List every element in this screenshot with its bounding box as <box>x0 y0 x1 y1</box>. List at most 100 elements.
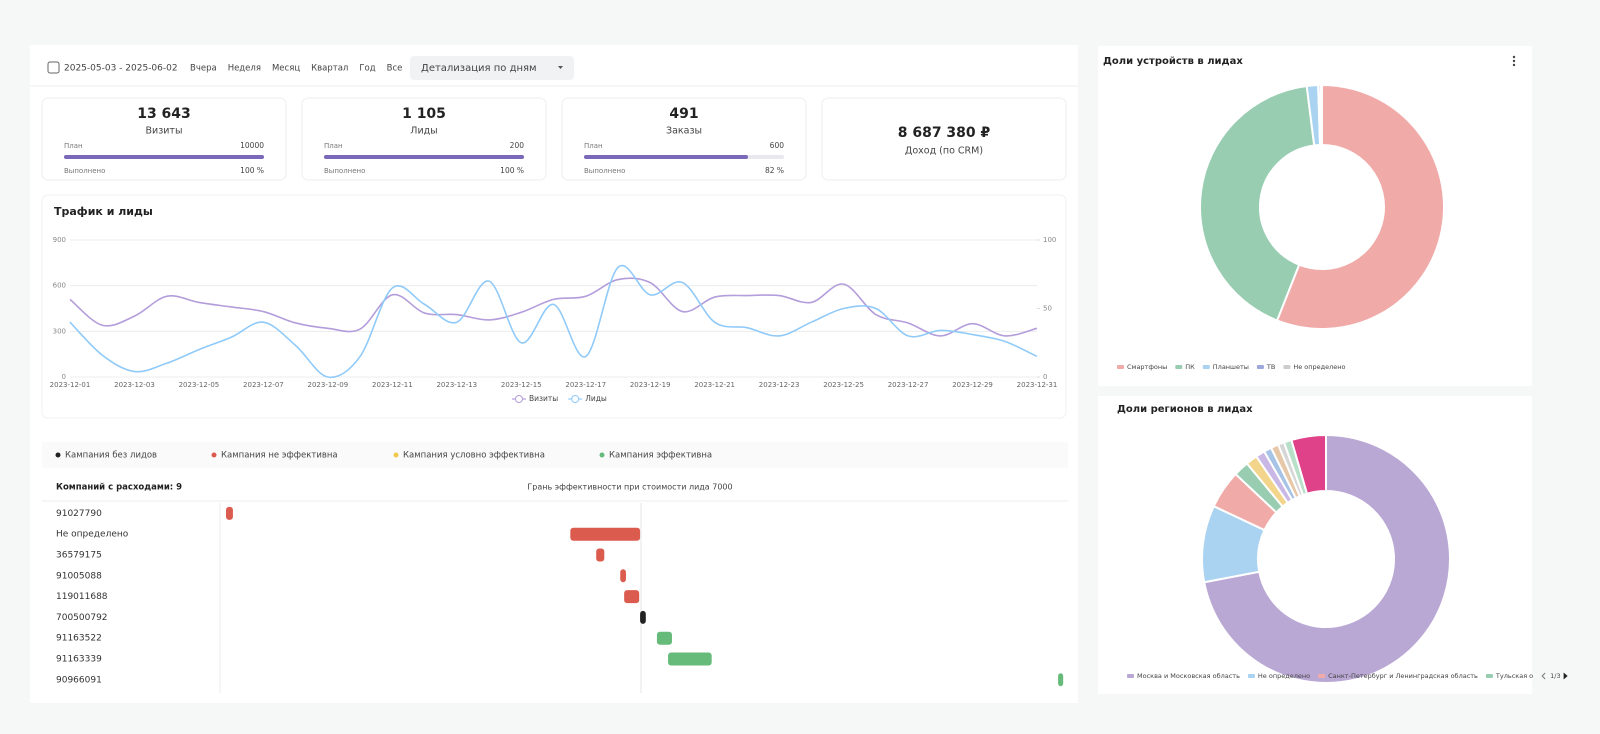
line-chart: 0 300 600 900 0 50 100 2023-12-01 2023-12-03 2023… <box>50 236 1057 403</box>
kpi-value: 8 687 380 ₽ <box>898 125 991 141</box>
legend-swatch <box>1283 365 1291 369</box>
legend-dot <box>599 452 605 458</box>
category-label: Не определено <box>56 530 129 540</box>
legend-label[interactable]: Лиды <box>585 394 607 403</box>
kpi-card <box>561 97 807 181</box>
legend-swatch <box>1256 365 1264 369</box>
legend-marker <box>515 395 523 403</box>
x-tick-label: 2023-12-05 <box>179 381 220 389</box>
legend-label[interactable]: Кампания условно эффективна <box>403 451 545 461</box>
legend-label[interactable]: Планшеты <box>1213 363 1249 371</box>
legend-label[interactable]: Кампания эффективна <box>609 451 712 461</box>
kpi-label: Визиты <box>146 126 183 137</box>
devices-pie: Смартфоны ПК Планшеты ТВ Не определено <box>1117 83 1445 371</box>
legend-page: 1/3 <box>1550 672 1560 680</box>
x-tick-label: 2023-12-23 <box>759 381 800 389</box>
category-label: 91163522 <box>56 634 102 644</box>
legend-label[interactable]: ТВ <box>1266 363 1275 371</box>
period-tab[interactable]: Год <box>359 64 375 74</box>
y2-tick-label: 100 <box>1043 236 1056 244</box>
legend-swatch <box>1127 674 1134 678</box>
legend-swatch <box>1318 674 1326 678</box>
legend-label[interactable]: ПК <box>1185 363 1195 371</box>
detail-select-label[interactable]: Детализация по дням <box>421 63 537 74</box>
legend-dot <box>393 452 399 458</box>
x-tick-label: 2023-12-17 <box>565 381 606 389</box>
done-value: 100 % <box>500 166 524 175</box>
regions-pie: Москва и Московская область Не определено… <box>1127 433 1568 684</box>
pie-slice[interactable] <box>1275 83 1445 330</box>
kpi-card <box>41 97 287 181</box>
y2-tick-label: 0 <box>1043 373 1047 381</box>
x-tick-label: 2023-12-03 <box>114 381 155 389</box>
done-label: Выполнено <box>64 167 105 175</box>
range-bar <box>620 569 626 583</box>
legend-label[interactable]: Тульская о <box>1495 672 1533 680</box>
range-bar <box>624 590 640 604</box>
category-label: 119011688 <box>56 592 108 602</box>
legend-label[interactable]: Москва и Московская область <box>1137 672 1240 680</box>
pie-slice[interactable] <box>1319 83 1323 147</box>
calendar-icon[interactable] <box>47 61 60 74</box>
plan-value: 10000 <box>240 141 264 150</box>
pie-slice[interactable] <box>1199 84 1316 322</box>
kpi-label: Доход (по CRM) <box>905 146 983 157</box>
category-label: 91027790 <box>56 509 102 519</box>
range-bar <box>226 506 233 520</box>
legend-swatch <box>1485 674 1493 678</box>
legend-label[interactable]: Смартфоны <box>1127 363 1167 371</box>
x-tick-label: 2023-12-25 <box>823 381 864 389</box>
category-label: 90966091 <box>56 675 102 685</box>
period-tabs: Вчера Неделя Месяц Квартал Год Все <box>190 64 402 74</box>
plan-label: План <box>64 142 83 150</box>
progress-bar <box>64 155 264 159</box>
detail-select[interactable] <box>410 56 574 80</box>
line-series <box>69 277 1038 337</box>
category-label: 36579175 <box>56 551 102 561</box>
chart-title: Доли устройств в лидах <box>1103 56 1243 67</box>
kpi-label: Заказы <box>666 126 702 137</box>
x-tick-label: 2023-12-11 <box>372 381 413 389</box>
campaign-header: Компаний с расходами: 9 <box>56 483 182 493</box>
legend-label[interactable]: Санкт-Петербург и Ленинградская область <box>1328 672 1478 680</box>
x-tick-label: 2023-12-29 <box>952 381 993 389</box>
pie-slice[interactable] <box>1290 433 1327 495</box>
kpi-label: Лиды <box>410 126 437 137</box>
chart-title: Трафик и лиды <box>54 205 153 218</box>
y-tick-label: 600 <box>53 282 66 290</box>
legend-label[interactable]: Визиты <box>529 394 558 403</box>
period-tab[interactable]: Все <box>387 64 403 74</box>
legend-swatch <box>1247 674 1255 678</box>
line-card <box>41 194 1067 419</box>
line-series <box>69 264 1038 379</box>
pager-next[interactable] <box>1563 672 1568 680</box>
done-value: 100 % <box>240 166 264 175</box>
pie-slice[interactable] <box>1203 433 1451 684</box>
period-tab[interactable]: Месяц <box>272 64 300 74</box>
y-tick-label: 300 <box>53 327 66 335</box>
legend-label[interactable]: Не определено <box>1293 363 1345 371</box>
period-tab[interactable]: Квартал <box>311 64 348 74</box>
legend-label[interactable]: Кампания без лидов <box>65 451 157 461</box>
y-tick-label: 900 <box>53 236 66 244</box>
menu-icon[interactable] <box>1512 55 1516 67</box>
x-tick-label: 2023-12-09 <box>308 381 349 389</box>
date-range[interactable]: 2025-05-03 - 2025-06-02 <box>64 64 178 74</box>
legend-label[interactable]: Не определено <box>1258 672 1310 680</box>
done-value: 82 % <box>765 166 784 175</box>
period-tab[interactable]: Неделя <box>228 64 261 74</box>
x-tick-label: 2023-12-19 <box>630 381 671 389</box>
x-tick-label: 2023-12-07 <box>243 381 284 389</box>
x-tick-label: 2023-12-21 <box>694 381 735 389</box>
period-tab[interactable]: Вчера <box>190 64 217 74</box>
legend-dot <box>55 452 61 458</box>
legend-swatch <box>1117 365 1124 369</box>
pager-prev[interactable] <box>1541 672 1546 680</box>
progress-bar <box>584 155 748 159</box>
kpi-value: 1 105 <box>402 106 446 122</box>
legend-label[interactable]: Кампания не эффективна <box>221 451 338 461</box>
done-label: Выполнено <box>324 167 365 175</box>
y-tick-label: 0 <box>62 373 66 381</box>
